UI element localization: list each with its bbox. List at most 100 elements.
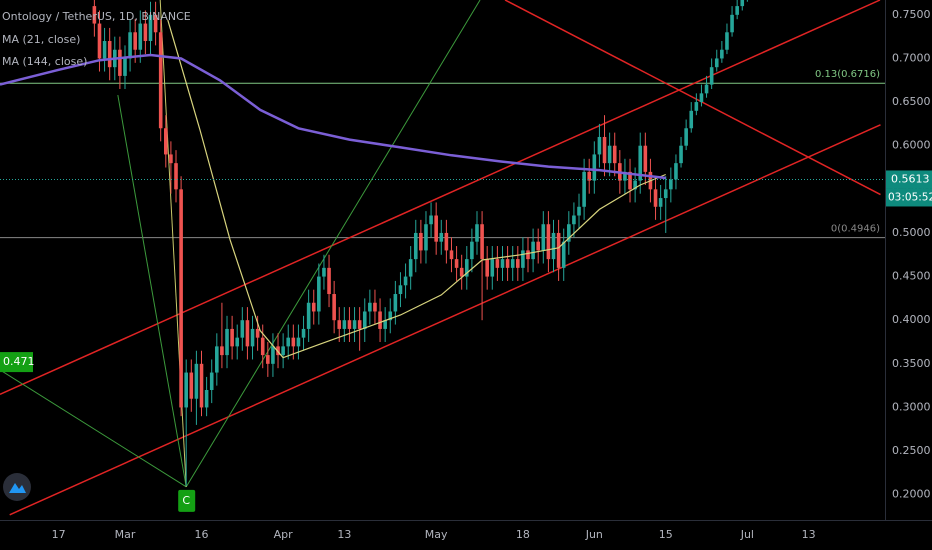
candle-body: [118, 49, 122, 76]
candle-body: [694, 102, 699, 111]
candle-body: [266, 355, 270, 364]
candle-body: [220, 346, 224, 356]
trend-line: [117, 95, 187, 487]
horizontal-line-label: 0.13(0.6716): [815, 69, 880, 80]
candle-body: [449, 250, 454, 260]
candle-body: [296, 337, 301, 347]
candle-body: [174, 163, 178, 190]
candle-body: [464, 259, 469, 277]
candle-body: [153, 14, 158, 33]
candle-body: [515, 259, 520, 268]
x-tick-label: 15: [659, 528, 673, 541]
candle-body: [403, 276, 408, 286]
candle-body: [92, 6, 97, 24]
candle-body: [373, 302, 377, 312]
trend-line: [185, 0, 481, 488]
candle-body: [709, 67, 714, 85]
trend-line: [0, 369, 187, 488]
candle-body: [230, 328, 234, 347]
candle-body: [352, 320, 357, 329]
candle-body: [607, 145, 612, 164]
candle-body: [674, 163, 678, 180]
candle-body: [714, 58, 719, 68]
candle-body: [388, 311, 393, 321]
candle-body: [327, 267, 331, 295]
candle-body: [541, 224, 546, 251]
candle-body: [393, 294, 398, 312]
candle-body: [271, 346, 275, 364]
candle-body: [163, 128, 168, 155]
legend-entry: MA (21, close): [2, 33, 80, 46]
candle-body: [704, 84, 709, 94]
y-tick-label: 0.3500: [892, 357, 931, 370]
trend-line: [9, 124, 881, 516]
candle-body: [169, 154, 173, 164]
candle-body: [215, 346, 219, 373]
trend-line: [504, 0, 881, 196]
candle-body: [408, 259, 413, 277]
candle-body: [398, 285, 403, 295]
y-tick-label: 0.7000: [892, 51, 931, 64]
y-tick-label: 0.3000: [892, 400, 931, 413]
last-price-tag: [886, 170, 932, 189]
candle-body: [148, 14, 153, 42]
candle-body: [725, 32, 729, 50]
y-tick-label: 0.4000: [892, 313, 931, 326]
candle-body: [556, 232, 561, 268]
candle-body: [158, 32, 163, 129]
candle-body: [561, 241, 566, 268]
candle-body: [577, 206, 581, 216]
candle-body: [684, 128, 688, 146]
moving-average: [0, 53, 666, 180]
y-tick-label: 0.4500: [892, 270, 931, 283]
candle-body: [459, 267, 464, 277]
annotation-text: C: [182, 494, 190, 507]
candle-body: [612, 145, 617, 164]
candle-body: [368, 302, 372, 312]
legend-entry: MA (144, close): [2, 55, 87, 68]
y-tick-label: 0.6500: [892, 95, 931, 108]
candle-body: [480, 224, 484, 260]
candle-body: [521, 250, 525, 268]
y-tick-label: 0.7500: [892, 8, 931, 21]
candle-body: [546, 224, 551, 260]
logo: [3, 473, 31, 501]
candle-body: [597, 136, 602, 155]
candle-body: [475, 224, 479, 242]
candle-body: [322, 267, 326, 277]
candle-body: [699, 93, 704, 103]
candle-body: [286, 337, 291, 347]
chart-title: Ontology / TetherUS, 1D, BINANCE: [2, 10, 191, 23]
candle-body: [526, 250, 530, 260]
candle-body: [495, 259, 500, 268]
candle-body: [444, 232, 449, 251]
moving-average: [167, 19, 666, 359]
candle-body: [669, 179, 673, 190]
candle-body: [97, 23, 102, 59]
candle-body: [730, 14, 734, 33]
y-tick-label: 0.2000: [892, 488, 931, 501]
candle-body: [194, 363, 199, 399]
x-tick-label: Jun: [585, 528, 603, 541]
x-tick-label: Apr: [274, 528, 294, 541]
candle-body: [342, 320, 347, 329]
candle-body: [424, 224, 428, 251]
candle-body: [281, 346, 285, 356]
candle-body: [107, 41, 112, 68]
candle-body: [658, 198, 663, 207]
candle-body: [306, 302, 311, 329]
candle-body: [138, 23, 143, 50]
candle-body: [434, 215, 438, 242]
candle-body: [490, 259, 495, 277]
candle-body: [255, 328, 260, 338]
candle-body: [347, 320, 352, 329]
annotation-box: [0, 352, 33, 373]
candle-body: [317, 276, 321, 312]
x-tick-label: Mar: [115, 528, 136, 541]
candle-body: [102, 41, 107, 59]
horizontal-line-label: 0(0.4946): [831, 224, 880, 235]
candle-body: [245, 320, 250, 347]
candle-body: [133, 32, 137, 50]
